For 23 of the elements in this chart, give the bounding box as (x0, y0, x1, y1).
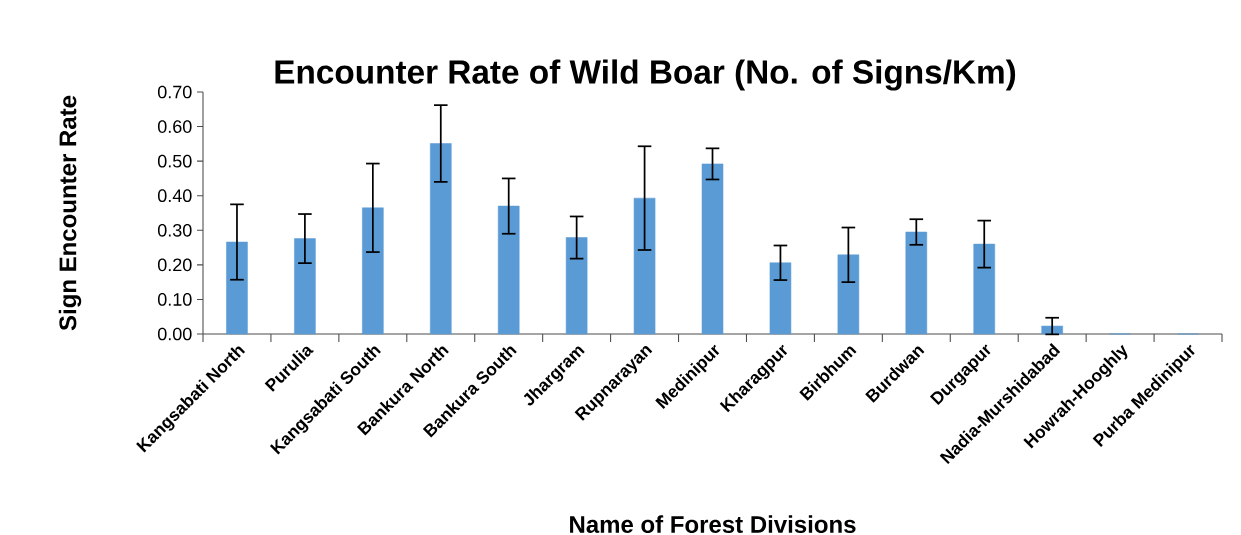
bar (837, 254, 860, 335)
bar (633, 197, 656, 335)
x-axis-title: Name of Forest Divisions (570, 515, 856, 533)
bar (497, 205, 520, 335)
y-tick-label: 0.50 (157, 154, 192, 168)
y-tick-label: 0.20 (157, 258, 192, 272)
bar (769, 262, 792, 335)
bar (226, 241, 248, 335)
y-tick-label: 0.00 (157, 327, 192, 341)
chart-title: Encounter Rate of Wild Boar (No. of Signs/Km) (275, 59, 1016, 91)
bar (565, 237, 588, 335)
y-tick-label: 0.70 (157, 85, 192, 99)
y-tick-label: 0.40 (157, 189, 192, 203)
bar (905, 231, 928, 335)
y-tick-label: 0.10 (157, 293, 192, 306)
y-tick-label: 0.60 (157, 120, 192, 133)
bar (362, 207, 384, 335)
bar (701, 163, 724, 335)
bar (430, 143, 452, 335)
bar (294, 238, 316, 335)
y-tick-label: 0.30 (157, 223, 192, 237)
bar (973, 243, 996, 335)
y-axis-title: Sign Encounter Rate (58, 95, 82, 331)
